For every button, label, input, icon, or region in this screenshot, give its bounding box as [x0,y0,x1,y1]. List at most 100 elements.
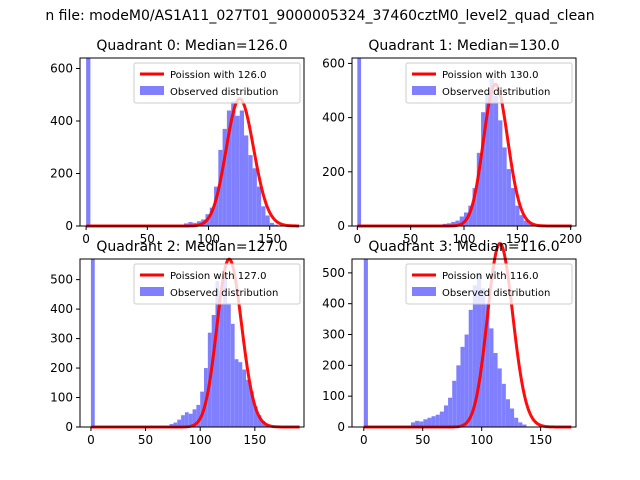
legend-observed-swatch [140,86,164,95]
histogram-bar [230,323,235,427]
histogram-bar [226,303,231,427]
y-tick-label: 0 [65,219,73,233]
histogram-bar [192,409,197,427]
histogram-bar [501,383,506,427]
histogram-bar [246,379,250,427]
histogram-bar [209,207,215,226]
histogram-bar [522,424,527,427]
histogram-bar [456,365,461,427]
histogram-bar [472,188,477,226]
x-tick-label: 150 [529,433,552,447]
histogram-bar [218,149,223,226]
histogram-bar [261,206,266,226]
histogram-bar [439,411,444,427]
histogram-bar [497,368,502,427]
legend-poisson-label: Poission with 116.0 [442,271,538,282]
histogram-bar [476,272,482,427]
legend-box [133,62,301,104]
histogram-bar [200,391,205,427]
histogram-bar [459,216,464,226]
histogram-bar [188,222,193,226]
x-tick-label: 100 [470,433,493,447]
x-tick-label: 100 [453,232,476,246]
x-tick-label: 0 [354,232,362,246]
histogram-bar [226,110,232,226]
x-tick-label: 50 [403,232,418,246]
y-tick-label: 200 [322,358,345,372]
histogram-bar [177,419,182,427]
histogram-bar [528,223,533,226]
histogram-bar [510,188,516,226]
y-tick-label: 100 [50,391,73,405]
y-tick-label: 600 [50,62,73,76]
histogram-bar-zero-spike [357,58,362,226]
x-tick-label: 200 [559,232,582,246]
chart-panel-2: 0 50 100 150 0 100 200 300 400 500 Poission with 1… [50,239,305,447]
axes-frame [79,57,305,227]
histogram-bar [188,413,193,427]
histogram-bar [464,334,469,427]
histogram-bar [460,346,465,427]
x-tick-label: 0 [360,433,368,447]
histogram-bar [472,285,477,427]
histogram-bar [265,215,270,226]
chart-panel-3: 0 50 100 150 0 100 200 300 400 500 Poission with 1… [322,239,577,447]
histogram-bar [489,328,494,427]
histogram-bar [196,404,201,427]
y-tick-label: 200 [50,167,73,181]
histogram-bar [234,359,239,427]
legend-observed-label: Observed distribution [442,87,550,98]
histogram-bar [239,110,245,226]
histogram-bar [223,276,227,427]
legend: Poission with 127.0 Observed distribution [133,263,301,305]
histogram-bar [514,417,519,427]
y-tick-label: 200 [322,165,345,179]
chart-panel-0: 0 50 100 150 0 200 400 600 Poission with 126.0 Ob… [50,38,305,246]
histogram-bar-zero-spike [363,259,368,427]
histogram-bar [269,222,275,226]
figure-suptitle: n file: modeM0/AS1A11_027T01_9000005324_… [45,8,594,24]
legend-box [133,263,301,305]
panel-title: Quadrant 1: Median=130.0 [368,38,559,54]
observed-bars [90,259,270,427]
x-tick-label: 50 [140,232,155,246]
y-tick-label: 100 [322,389,345,403]
y-tick-label: 400 [50,114,73,128]
histogram-bar [481,112,486,226]
histogram-bar [431,416,436,427]
histogram-bar [523,220,528,226]
histogram-bar [222,128,227,226]
histogram-bar [485,93,490,227]
y-tick-label: 300 [50,332,73,346]
y-tick-label: 600 [322,56,345,70]
x-tick-label: 100 [189,433,212,447]
histogram-bar [506,169,511,226]
y-tick-label: 300 [322,328,345,342]
x-tick-label: 0 [82,232,90,246]
panel-title: Quadrant 2: Median=127.0 [96,239,287,255]
histogram-bar [244,135,249,226]
histogram-bar-zero-spike [86,58,91,226]
legend-poisson-label: Poission with 127.0 [170,271,266,282]
histogram-bar [452,380,457,427]
y-tick-label: 0 [337,219,345,233]
histogram-bar [427,417,432,427]
histogram-bar [455,220,460,226]
legend-observed-swatch [140,287,164,296]
x-tick-label: 100 [197,232,220,246]
x-tick-label: 50 [138,433,153,447]
histogram-bar [274,224,279,226]
histogram-bar [253,406,258,427]
legend-box [405,62,573,104]
histogram-bar [252,168,257,226]
legend-poisson-label: Poission with 126.0 [170,70,266,81]
histogram-bar [435,414,440,427]
legend-observed-label: Observed distribution [170,87,278,98]
x-tick-label: 0 [87,433,95,447]
legend-observed-swatch [412,86,436,95]
histogram-bar [181,415,185,427]
histogram-bar [468,309,473,427]
legend-poisson-label: Poission with 130.0 [442,70,538,81]
histogram-bar [184,412,189,427]
histogram-bar [448,397,453,427]
